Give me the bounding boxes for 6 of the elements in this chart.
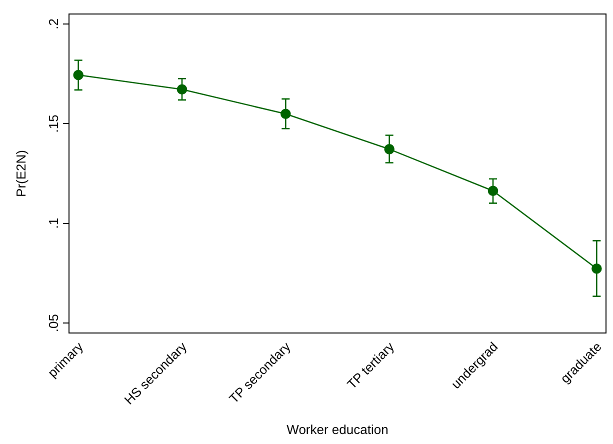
y-axis-title: Pr(E2N) [14,150,29,197]
x-axis-title: Worker education [286,422,388,437]
y-tick-label: .15 [46,114,62,133]
y-tick-label: .05 [46,314,62,332]
y-tick-label: .1 [46,218,62,229]
y-tick-label: .2 [46,18,62,30]
